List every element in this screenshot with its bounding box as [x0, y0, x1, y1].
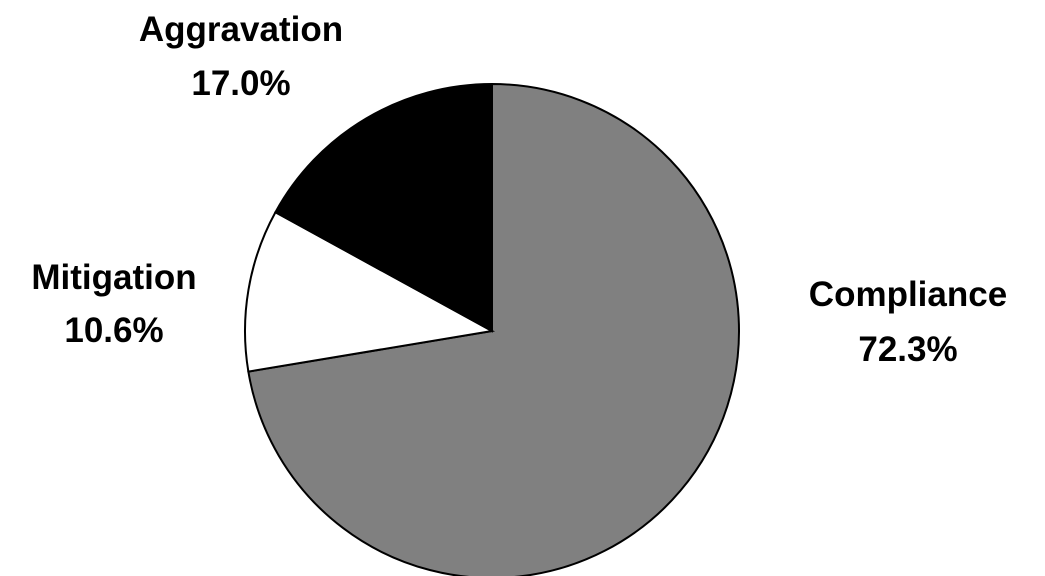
mitigation-percent-label: 10.6%: [64, 311, 163, 350]
slice-label-aggravation: Aggravation 17.0%: [139, 10, 343, 103]
slice-label-mitigation: Mitigation 10.6%: [31, 258, 196, 350]
pie-slice-compliance: [247, 82, 740, 576]
compliance-name-label: Compliance: [809, 275, 1007, 314]
pie-slice-mitigation: [244, 210, 496, 373]
slice-label-compliance: Compliance 72.3%: [809, 275, 1007, 369]
aggravation-percent-label: 17.0%: [191, 64, 290, 103]
mitigation-name-label: Mitigation: [31, 258, 196, 297]
aggravation-name-label: Aggravation: [139, 10, 343, 49]
pie-slices: [244, 82, 740, 576]
compliance-percent-label: 72.3%: [858, 330, 957, 369]
pie-slice-aggravation: [274, 82, 493, 333]
